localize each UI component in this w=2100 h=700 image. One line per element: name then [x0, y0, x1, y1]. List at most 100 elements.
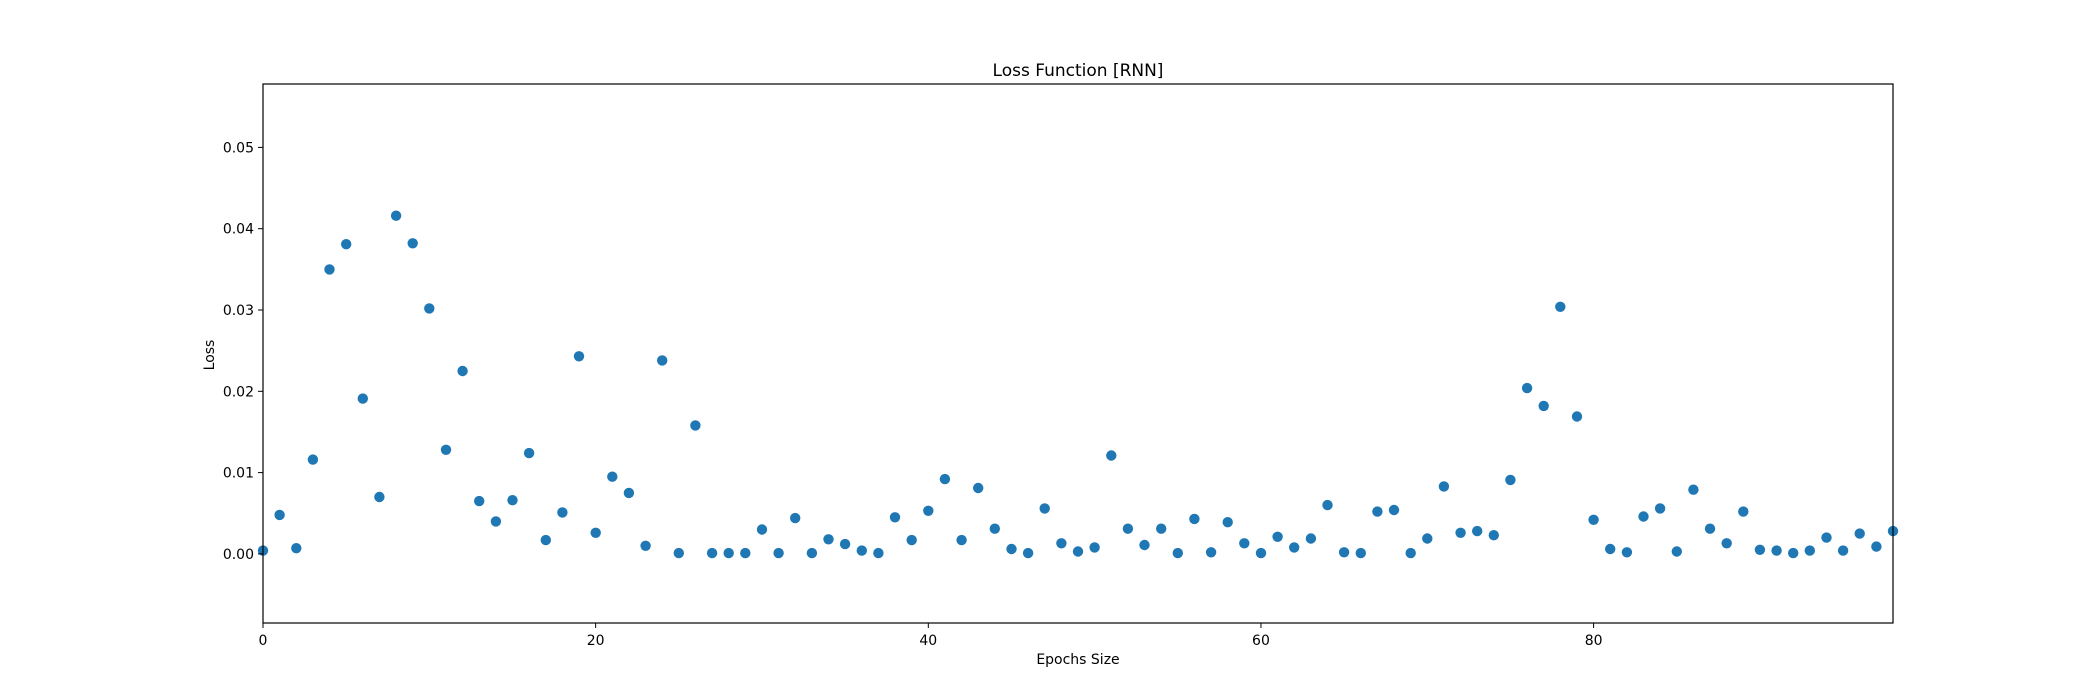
data-point — [1605, 543, 1616, 555]
data-point — [1139, 539, 1150, 551]
y-tick-label: 0.05 — [223, 140, 254, 156]
data-point — [407, 238, 418, 249]
data-point — [1621, 547, 1633, 558]
data-point — [1688, 484, 1699, 495]
data-point — [490, 516, 502, 527]
data-points — [257, 210, 1899, 559]
data-point — [956, 534, 967, 546]
data-point — [1704, 523, 1716, 534]
data-point — [1821, 532, 1832, 543]
data-point — [1654, 503, 1666, 514]
plot-frame — [262, 83, 1894, 624]
data-point — [1538, 400, 1549, 412]
data-point — [923, 505, 934, 516]
data-point — [1056, 538, 1067, 549]
data-point — [989, 523, 1000, 534]
data-point — [390, 210, 402, 221]
data-point — [274, 509, 285, 521]
data-point — [1388, 504, 1400, 516]
data-point — [1039, 503, 1050, 514]
y-tick-label: 0.04 — [223, 222, 254, 238]
data-point — [1289, 542, 1300, 553]
data-point — [657, 355, 668, 366]
data-point — [790, 512, 801, 524]
y-tick-label: 0.01 — [223, 466, 254, 482]
y-tick-label: 0.02 — [223, 384, 254, 400]
data-point — [640, 540, 651, 551]
data-point — [1022, 547, 1034, 559]
data-point — [806, 547, 818, 559]
data-point — [1738, 506, 1749, 517]
x-tick-label: 0 — [259, 633, 268, 649]
data-point — [1438, 481, 1450, 492]
data-point — [1671, 546, 1683, 557]
data-point — [1754, 544, 1766, 555]
x-tick-label: 40 — [919, 633, 937, 649]
data-point — [1305, 533, 1317, 544]
data-point — [357, 393, 368, 404]
data-point — [1322, 499, 1333, 511]
x-tick-label: 20 — [587, 633, 605, 649]
data-point — [756, 524, 768, 535]
data-point — [1571, 411, 1583, 422]
data-point — [1422, 533, 1433, 544]
data-point — [1854, 528, 1865, 539]
data-point — [1788, 547, 1799, 559]
y-axis-ticks: 0.00 0.01 0.02 0.03 0.04 0.05 — [223, 140, 263, 563]
data-point — [607, 471, 618, 482]
data-point — [1771, 545, 1782, 556]
data-point — [341, 239, 352, 250]
data-point — [1072, 546, 1084, 557]
data-point — [1338, 547, 1350, 558]
data-point — [424, 303, 435, 314]
data-point — [1721, 538, 1732, 549]
data-point — [839, 538, 851, 550]
data-point — [523, 447, 535, 459]
data-point — [1172, 547, 1184, 559]
data-point — [740, 547, 751, 559]
chart-title: Loss Function [RNN] — [993, 61, 1164, 81]
data-point — [1189, 513, 1200, 525]
data-point — [1255, 547, 1267, 559]
data-point — [873, 547, 884, 559]
data-point — [939, 473, 951, 485]
data-point — [1205, 547, 1217, 558]
data-point — [856, 545, 867, 556]
data-point — [1455, 527, 1466, 538]
data-point — [1472, 525, 1483, 537]
data-point — [673, 547, 684, 559]
y-tick-label: 0.00 — [223, 547, 254, 563]
data-point — [1521, 382, 1533, 394]
data-point — [1505, 474, 1516, 486]
data-point — [291, 543, 302, 554]
y-tick-label: 0.03 — [223, 303, 254, 319]
data-point — [773, 547, 784, 559]
data-point — [1804, 545, 1816, 556]
x-tick-label: 80 — [1585, 633, 1603, 649]
data-point — [507, 495, 518, 506]
data-point — [457, 365, 468, 377]
data-point — [1239, 538, 1250, 549]
data-point — [573, 351, 585, 362]
data-point — [889, 512, 901, 523]
data-point — [324, 264, 335, 275]
x-axis-label: Epochs Size — [1036, 652, 1119, 668]
data-point — [690, 420, 701, 431]
data-point — [973, 482, 984, 494]
data-point — [906, 534, 917, 546]
data-point — [1488, 530, 1500, 541]
data-point — [1006, 543, 1017, 555]
data-point — [723, 547, 734, 559]
data-point — [623, 487, 635, 499]
data-point — [1405, 547, 1416, 559]
data-point — [823, 534, 834, 545]
data-point — [1355, 547, 1367, 559]
data-point — [706, 547, 718, 559]
x-tick-label: 60 — [1252, 633, 1270, 649]
data-point — [540, 534, 551, 546]
data-point — [1089, 542, 1100, 553]
data-point — [1156, 523, 1167, 534]
data-point — [1638, 511, 1649, 522]
data-point — [1122, 523, 1134, 534]
